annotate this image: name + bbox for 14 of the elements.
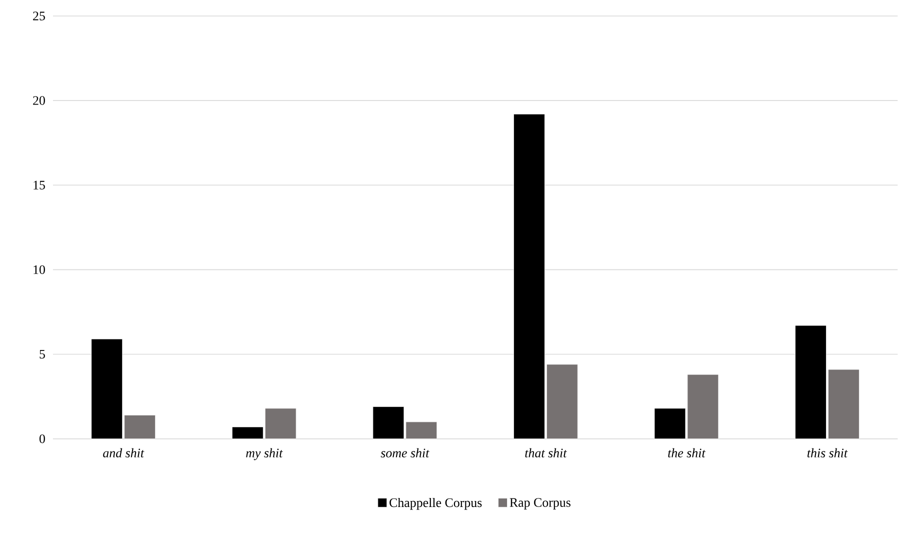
x-tick-label: that shit — [525, 448, 567, 458]
y-tick-label: 5 — [40, 350, 45, 359]
x-tick-label: my shit — [246, 448, 283, 460]
y-tick-label: 10 — [34, 265, 45, 274]
y-tick-label: 0 — [40, 434, 45, 444]
x-tick-label: and shit — [103, 448, 144, 458]
x-tick-label: this shit — [807, 448, 848, 458]
x-tick-label: some shit — [380, 448, 430, 458]
y-tick-label: 20 — [33, 96, 45, 106]
y-tick-label: 15 — [34, 180, 45, 190]
y-tick-label: 25 — [33, 12, 45, 20]
legend-label: Chappelle Corpus — [390, 498, 482, 510]
legend-label: Rap Corpus — [510, 498, 570, 510]
x-tick-label: the shit — [668, 448, 706, 458]
